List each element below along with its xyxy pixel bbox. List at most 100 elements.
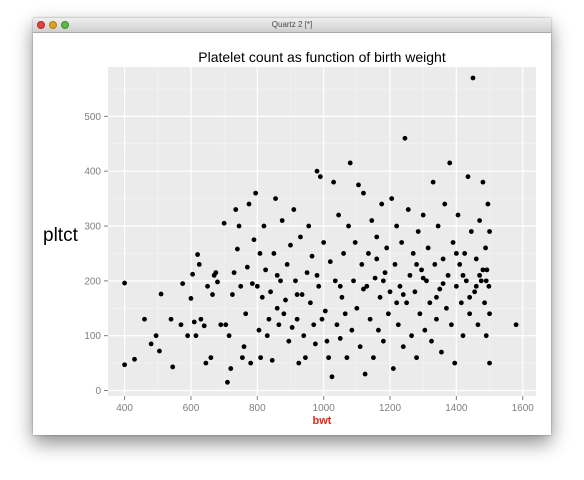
- data-point: [228, 366, 234, 371]
- data-point: [419, 267, 424, 273]
- data-point: [322, 308, 328, 314]
- data-point: [482, 300, 487, 306]
- data-point: [210, 292, 215, 297]
- data-point: [122, 280, 127, 286]
- data-point: [354, 305, 360, 311]
- data-point: [437, 286, 443, 292]
- data-point: [487, 229, 492, 234]
- data-point: [442, 201, 448, 207]
- data-point: [462, 251, 468, 256]
- data-point: [215, 279, 220, 285]
- data-point: [477, 272, 482, 278]
- x-tick-label: 600: [183, 403, 200, 414]
- data-point: [435, 223, 441, 229]
- data-point: [376, 327, 381, 333]
- data-point: [404, 300, 410, 306]
- data-point: [258, 355, 264, 361]
- data-point: [429, 338, 434, 344]
- data-point: [422, 327, 428, 333]
- data-point: [259, 294, 265, 300]
- x-tick-label: 1200: [379, 403, 402, 414]
- data-point: [271, 251, 277, 256]
- data-point: [453, 251, 459, 256]
- grid-lines: [108, 67, 536, 396]
- data-point: [390, 366, 396, 371]
- data-point: [440, 256, 446, 262]
- data-point: [339, 294, 345, 300]
- data-point: [450, 240, 456, 245]
- data-point: [440, 281, 446, 286]
- data-point: [294, 316, 300, 322]
- data-point: [467, 311, 473, 317]
- data-point: [460, 333, 466, 339]
- data-point: [195, 252, 200, 257]
- data-point: [188, 295, 194, 301]
- data-point: [374, 256, 380, 262]
- data-point: [414, 262, 419, 267]
- data-point: [387, 289, 393, 295]
- data-point: [196, 262, 202, 267]
- close-button[interactable]: [37, 21, 45, 29]
- data-point: [369, 218, 375, 223]
- data-point: [487, 311, 492, 317]
- data-point: [477, 218, 482, 223]
- data-point: [467, 294, 473, 300]
- data-point: [414, 355, 419, 361]
- data-point: [337, 336, 343, 341]
- data-point: [319, 316, 325, 322]
- data-point: [458, 300, 464, 306]
- data-point: [513, 322, 519, 328]
- data-point: [243, 311, 249, 317]
- data-point: [409, 333, 414, 339]
- data-point: [307, 300, 313, 306]
- data-point: [483, 278, 489, 284]
- data-point: [367, 316, 373, 322]
- data-point: [473, 256, 479, 262]
- data-point: [385, 311, 391, 317]
- data-point: [344, 355, 350, 361]
- data-point: [364, 283, 370, 289]
- data-point: [483, 333, 489, 339]
- data-point: [380, 338, 386, 344]
- data-point: [394, 223, 400, 229]
- data-point: [191, 319, 197, 325]
- data-point: [361, 190, 366, 196]
- data-point: [480, 179, 486, 185]
- data-point: [374, 234, 380, 240]
- data-point: [198, 316, 204, 322]
- data-point: [455, 212, 461, 218]
- data-point: [392, 262, 398, 267]
- data-point: [389, 196, 395, 202]
- axis-ticks: 400 600 800 1000 1200 1400 1600 0 100 200 300 400 50…: [84, 112, 534, 414]
- data-point: [306, 223, 312, 229]
- minimize-button[interactable]: [49, 21, 57, 29]
- data-point: [283, 297, 288, 303]
- data-point: [158, 291, 164, 297]
- data-point: [201, 323, 207, 329]
- data-point: [190, 271, 196, 277]
- data-point: [304, 270, 310, 276]
- data-point: [430, 179, 436, 185]
- data-point: [402, 135, 408, 141]
- data-point: [269, 357, 275, 363]
- data-point: [327, 259, 333, 265]
- data-point: [407, 272, 413, 278]
- data-point: [301, 333, 307, 339]
- data-point: [357, 344, 363, 350]
- data-point: [298, 234, 303, 240]
- data-point: [400, 292, 406, 297]
- data-point: [157, 348, 162, 354]
- zoom-button[interactable]: [61, 21, 69, 29]
- data-point: [332, 278, 338, 284]
- data-point: [234, 246, 240, 252]
- data-point: [238, 283, 244, 289]
- data-point: [453, 283, 459, 289]
- x-axis-label: bwt: [313, 415, 332, 427]
- data-point: [473, 283, 479, 289]
- data-point: [372, 275, 378, 281]
- data-point: [329, 374, 335, 380]
- data-point: [445, 272, 451, 278]
- y-tick-label: 400: [84, 167, 101, 178]
- data-point: [460, 272, 466, 278]
